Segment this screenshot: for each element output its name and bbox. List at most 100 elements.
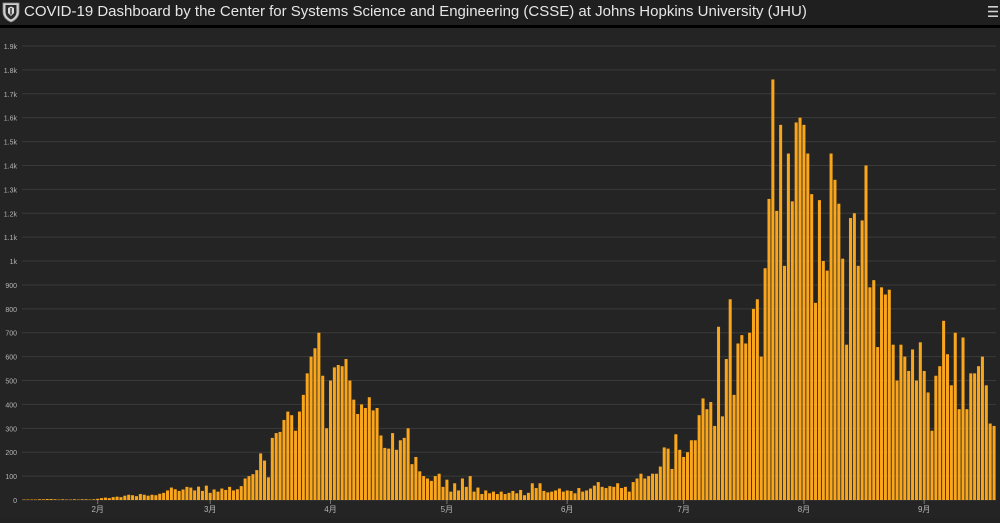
y-tick-label: 800 (5, 307, 17, 314)
bar (391, 433, 395, 500)
bar (949, 385, 953, 500)
bar (814, 302, 818, 500)
bar (150, 494, 154, 500)
bar (375, 408, 379, 500)
bar (278, 431, 282, 500)
bar (914, 380, 918, 500)
bar (612, 486, 616, 500)
bar (356, 413, 360, 500)
bar (491, 491, 495, 500)
bar (422, 476, 426, 500)
bar (402, 437, 406, 500)
bar (969, 373, 973, 500)
bar (864, 165, 868, 500)
bar (266, 477, 270, 500)
bar (775, 210, 779, 500)
bar (709, 402, 713, 500)
bar (728, 299, 732, 500)
bar (445, 479, 449, 500)
y-tick-label: 1.7k (4, 92, 18, 99)
bar (321, 375, 325, 500)
bar (158, 493, 162, 500)
bar (367, 397, 371, 500)
bar (899, 344, 903, 500)
bar (146, 495, 150, 500)
bar (693, 440, 697, 500)
bar (313, 348, 317, 500)
bar (654, 473, 658, 500)
daily-cases-chart-panel: 0 100 200 300 400 500 600 700 800 900 1k 1.1k 1.2k 1.… (0, 28, 1000, 518)
bar (414, 456, 418, 500)
bar (852, 213, 856, 500)
bar (806, 153, 810, 500)
menu-icon[interactable] (988, 5, 998, 18)
bar (274, 433, 278, 500)
bar (802, 124, 806, 500)
bar (891, 344, 895, 500)
bar (263, 460, 267, 500)
bar (220, 488, 224, 500)
bar (565, 490, 569, 500)
bar (953, 332, 957, 500)
bar (107, 498, 111, 500)
bar (138, 494, 142, 500)
bar (406, 428, 410, 500)
bar (239, 486, 243, 500)
bar (441, 486, 445, 500)
bar (185, 486, 189, 500)
bar (464, 486, 468, 500)
bar (181, 489, 185, 500)
bar (200, 490, 204, 500)
bar (973, 373, 977, 500)
bar (154, 495, 158, 500)
bar (410, 464, 414, 500)
bar (666, 448, 670, 500)
bar (92, 499, 96, 500)
bar (845, 344, 849, 500)
bar (627, 491, 631, 500)
bar (499, 491, 503, 500)
bar (235, 489, 239, 500)
bar (740, 335, 744, 500)
x-tick-label: 6月 (561, 505, 573, 514)
bar (231, 490, 235, 500)
bar (495, 494, 499, 500)
bar (216, 491, 220, 500)
x-tick-label: 3月 (204, 505, 216, 514)
bar (259, 453, 263, 500)
bar (926, 392, 930, 500)
bar (550, 491, 554, 500)
bar (352, 399, 356, 500)
bar (945, 354, 950, 500)
bar (833, 179, 837, 500)
bar (848, 218, 852, 500)
bar (860, 220, 864, 500)
bar (449, 491, 453, 500)
bar (247, 476, 251, 500)
y-tick-label: 1.8k (4, 68, 18, 75)
bar (394, 449, 398, 500)
bar (697, 415, 701, 500)
bar (720, 416, 724, 500)
bar (856, 265, 860, 500)
bar (460, 478, 464, 500)
bar (503, 494, 507, 500)
bar (635, 478, 639, 500)
bar (965, 409, 969, 500)
bar (821, 261, 825, 500)
bar (488, 493, 492, 500)
daily-cases-bar-chart: 0 100 200 300 400 500 600 700 800 900 1k 1.1k 1.2k 1.… (4, 44, 996, 514)
bar (57, 499, 61, 501)
bar (457, 490, 461, 500)
y-tick-label: 1.6k (4, 116, 18, 123)
bar (538, 483, 542, 500)
bar (887, 289, 891, 500)
bar (732, 394, 736, 500)
bar (616, 483, 620, 500)
bar (511, 490, 515, 500)
bar (623, 486, 627, 500)
bar (980, 356, 984, 500)
bar (895, 380, 899, 500)
bar (542, 490, 546, 500)
bar (783, 265, 787, 500)
